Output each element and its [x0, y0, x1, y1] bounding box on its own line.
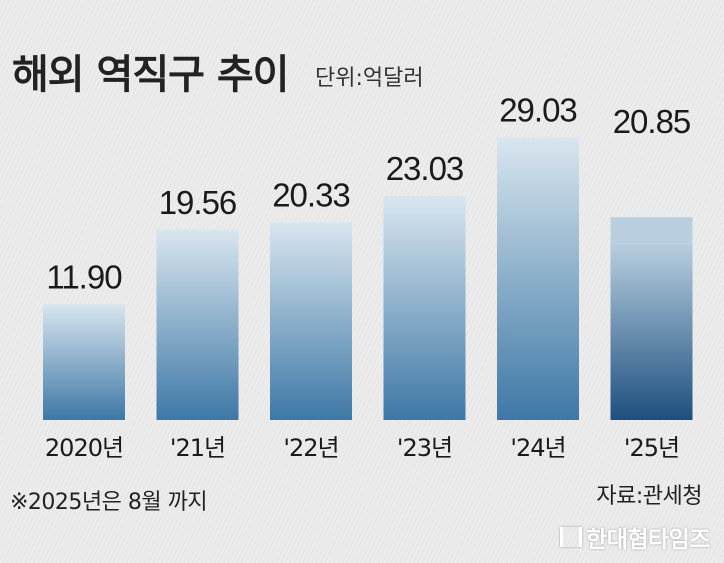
bar: [610, 243, 693, 420]
bar-partial-top: [610, 217, 693, 244]
brand-name: 한대협타임즈: [586, 527, 710, 553]
brand-mark-icon: [560, 527, 583, 547]
footnote: ※2025년은 8월 까지: [10, 490, 208, 515]
x-tick-label: '22년: [283, 434, 338, 462]
unit-label: 단위:억달러: [315, 66, 424, 91]
data-label: 19.56: [159, 184, 237, 221]
bar: [383, 196, 466, 420]
data-label: 20.85: [613, 103, 691, 140]
brand-logo: 한대협타임즈: [560, 520, 710, 554]
bar: [497, 137, 579, 421]
x-tick-label: '23년: [397, 434, 452, 462]
bars-group: 11.90 2020년 19.56 '21년 20.33 '22년 23.03 '23년 29.…: [43, 92, 693, 462]
bar: [270, 222, 352, 420]
bar: [156, 229, 239, 420]
data-label: 11.90: [46, 258, 122, 295]
x-tick-label: '24년: [510, 434, 565, 462]
x-tick-label: '21년: [170, 434, 225, 462]
data-label: 23.03: [386, 150, 464, 187]
x-tick-label: '25년: [624, 434, 679, 462]
data-label: 20.33: [272, 176, 350, 213]
data-label: 29.03: [499, 92, 577, 129]
source-label: 자료:관세청: [596, 484, 702, 509]
chart-title: 해외 역직구 추이: [12, 52, 289, 98]
bar: [43, 304, 125, 420]
x-tick-label: 2020년: [45, 434, 123, 462]
